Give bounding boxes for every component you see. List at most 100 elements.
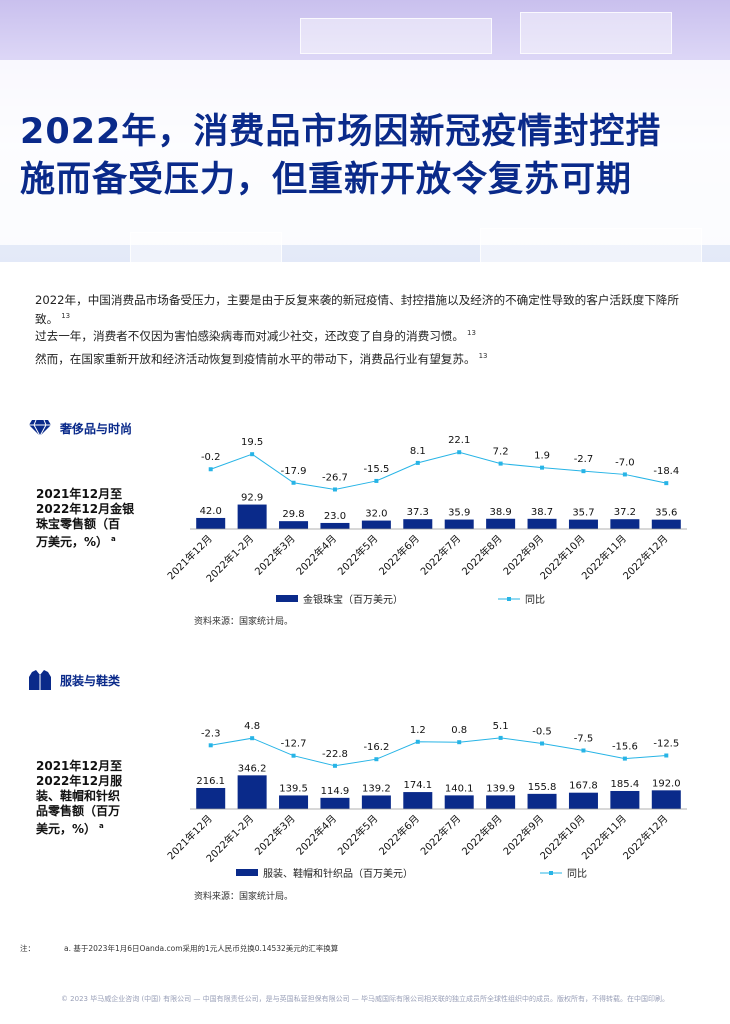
bar (651, 790, 681, 809)
yoy-marker (415, 460, 420, 465)
yoy-value-label: -16.2 (363, 742, 389, 753)
yoy-marker (415, 739, 420, 744)
yoy-value-label: -15.5 (363, 464, 389, 475)
side-label-line: 2021年12月至 (36, 759, 123, 773)
x-tick-label: 2022年12月 (620, 812, 670, 862)
diamond-icon (29, 419, 51, 437)
footnote-ref: 13 (61, 312, 71, 320)
legend-line-marker (507, 597, 511, 601)
page-title-line-1: 2022年，消费品市场因新冠疫情封控措 (20, 112, 662, 152)
bar-value-label: 32.0 (365, 509, 387, 520)
bar-value-label: 35.7 (572, 508, 594, 519)
bar-value-label: 192.0 (652, 778, 681, 789)
bar (527, 793, 557, 809)
intro-paragraph-2: 过去一年，消费者不仅因为害怕感染病毒而对减少社交，还改变了自身的消费习惯。 13 (35, 325, 695, 344)
yoy-marker (374, 757, 379, 762)
yoy-marker (250, 452, 255, 457)
bar (444, 519, 474, 529)
side-label-line: 美元，%） (36, 822, 97, 836)
hero-title-band (0, 60, 730, 245)
legend-bar-label: 服装、鞋帽和针织品（百万美元） (263, 867, 413, 880)
x-tick-label: 2022年3月 (252, 812, 298, 858)
x-tick-label: 2022年5月 (335, 532, 381, 578)
footnote-ref: 13 (466, 329, 476, 337)
bar (237, 504, 267, 529)
bar-value-label: 37.3 (407, 507, 429, 518)
section-heading-luxury: 奢侈品与时尚 (28, 419, 132, 437)
legend-line-label: 同比 (525, 594, 545, 606)
yoy-marker (208, 743, 213, 748)
chart2-legend: 服装、鞋帽和针织品（百万美元） 同比 (236, 867, 587, 880)
intro-paragraph-3: 然而，在国家重新开放和经济活动恢复到疫情前水平的带动下，消费品行业有望复苏。 13 (35, 348, 695, 367)
bar-value-label: 139.5 (279, 783, 308, 794)
bar-value-label: 140.1 (445, 783, 474, 794)
x-tick-label: 2022年8月 (459, 532, 505, 578)
x-tick-label: 2022年3月 (252, 532, 298, 578)
x-tick-label: 2022年9月 (500, 532, 546, 578)
x-tick-label: 2022年6月 (376, 532, 422, 578)
yoy-marker (291, 753, 296, 758)
yoy-value-label: 5.1 (493, 721, 509, 732)
yoy-marker (664, 753, 669, 758)
x-tick-label: 2022年6月 (376, 812, 422, 858)
chart-apparel-sales: 216.1-2.32021年12月346.24.82022年1-2月139.5-… (164, 721, 687, 865)
bar-value-label: 35.6 (655, 508, 677, 519)
bar (403, 519, 433, 529)
yoy-marker (622, 756, 627, 761)
yoy-marker (581, 748, 586, 753)
x-tick-label: 2022年7月 (418, 532, 464, 578)
bar-value-label: 167.8 (569, 781, 598, 792)
side-label-line: 2021年12月至 (36, 487, 123, 501)
bar-value-label: 92.9 (241, 493, 263, 504)
yoy-value-label: 22.1 (448, 435, 470, 446)
bar (610, 790, 640, 809)
chart1-side-label: 2021年12月至 2022年12月金银 珠宝零售额（百 万美元，%） a (36, 487, 134, 550)
yoy-marker (332, 763, 337, 768)
bar-value-label: 174.1 (403, 780, 432, 791)
x-tick-label: 2022年5月 (335, 812, 381, 858)
chart-jewelry-sales: 42.0-0.22021年12月92.919.52022年1-2月29.8-17… (164, 435, 687, 585)
yoy-value-label: -15.6 (612, 742, 638, 753)
bar-value-label: 38.7 (531, 507, 553, 518)
yoy-value-label: 1.2 (410, 725, 426, 736)
intro-paragraph-1-text: 2022年，中国消费品市场备受压力，主要是由于反复来袭的新冠疫情、封控措施以及经… (35, 293, 679, 326)
yoy-marker (540, 465, 545, 470)
bar-value-label: 37.2 (614, 507, 636, 518)
bar (568, 792, 598, 809)
note-marker: a (99, 822, 104, 830)
yoy-marker (291, 480, 296, 485)
yoy-marker (622, 472, 627, 477)
bar-value-label: 29.8 (282, 509, 304, 520)
decor-glass-panel (300, 18, 492, 54)
yoy-value-label: -17.9 (281, 466, 307, 477)
side-label-line: 万美元，%） (36, 535, 109, 549)
yoy-marker (457, 740, 462, 745)
legend-line-label: 同比 (567, 868, 587, 880)
bar (279, 521, 309, 529)
decor-glass-panel (130, 232, 282, 262)
side-label-line: 2022年12月服 (36, 774, 123, 788)
bar-value-label: 114.9 (321, 786, 350, 797)
section-heading-apparel: 服装与鞋类 (28, 669, 120, 691)
legend-line-marker (549, 871, 553, 875)
bar (568, 519, 598, 529)
bar (196, 517, 226, 529)
page-title-line-2: 施而备受压力，但重新开放令复苏可期 (20, 160, 633, 200)
bar (610, 519, 640, 529)
legend-bar-swatch (276, 595, 298, 602)
yoy-value-label: -18.4 (653, 466, 679, 477)
footer-copyright: © 2023 毕马威企业咨询 (中国) 有限公司 — 中国有限责任公司，是与英国… (60, 995, 670, 1003)
intro-paragraph-2-text: 过去一年，消费者不仅因为害怕感染病毒而对减少社交，还改变了自身的消费习惯。 (35, 328, 464, 343)
side-label-line: 珠宝零售额（百 (36, 517, 121, 531)
bar (403, 792, 433, 809)
yoy-value-label: -7.0 (615, 457, 635, 468)
decor-glass-panel (520, 12, 672, 54)
yoy-value-label: 7.2 (493, 447, 509, 458)
x-tick-label: 2022年7月 (418, 812, 464, 858)
jacket-icon (29, 670, 51, 690)
bar (237, 775, 267, 809)
bar-value-label: 185.4 (611, 779, 640, 790)
yoy-value-label: -2.3 (201, 728, 221, 739)
hero-banner: 2022年，消费品市场因新冠疫情封控措 施而备受压力，但重新开放令复苏可期 (0, 0, 730, 262)
yoy-value-label: -0.5 (532, 727, 552, 738)
